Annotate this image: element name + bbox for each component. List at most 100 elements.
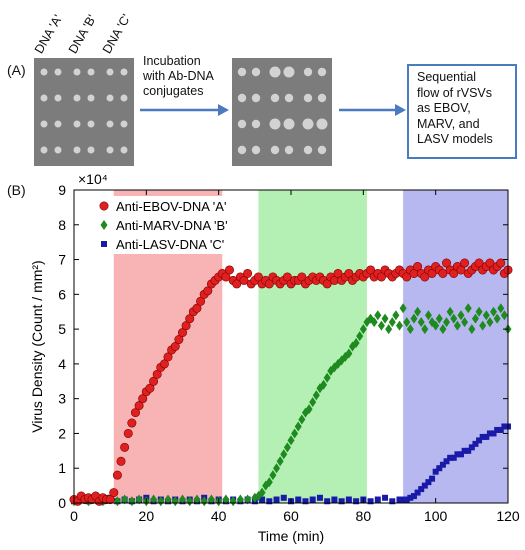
y-tick-label: 6 (58, 286, 66, 302)
spot (237, 119, 247, 129)
data-point (439, 324, 447, 335)
spot (106, 120, 114, 128)
spot (120, 68, 128, 76)
data-point (192, 303, 202, 313)
data-point (432, 320, 440, 331)
data-point (128, 496, 136, 507)
data-point (273, 463, 281, 474)
shaded-region-3 (403, 190, 508, 503)
spot (106, 94, 114, 102)
data-point (403, 317, 411, 328)
data-point (443, 458, 450, 465)
data-point (203, 286, 213, 296)
data-point (229, 496, 237, 507)
data-point (295, 496, 302, 503)
data-point (374, 496, 381, 503)
data-point (403, 496, 410, 503)
data-point (435, 313, 443, 324)
data-point (421, 482, 428, 489)
legend-marker (100, 220, 108, 230)
spot (87, 68, 95, 76)
y-tick-label: 1 (58, 460, 66, 476)
data-point (283, 442, 291, 453)
spot (54, 94, 62, 102)
x-tick-label: 0 (70, 508, 78, 524)
y-tick-label: 8 (58, 217, 66, 233)
box-line-1: Sequential (417, 70, 477, 84)
data-point (266, 498, 273, 505)
data-point (287, 435, 295, 446)
data-point (464, 303, 472, 314)
legend-marker (101, 241, 107, 247)
spot (251, 119, 261, 129)
x-tick-label: 40 (211, 508, 227, 524)
data-point (280, 494, 287, 501)
y-multiplier: ×10⁴ (78, 171, 108, 187)
box-line-2: flow of rVSVs (417, 85, 493, 100)
data-point (207, 494, 215, 505)
data-point (461, 447, 468, 454)
data-point (322, 279, 332, 289)
spot (237, 67, 247, 77)
data-point (418, 486, 425, 493)
data-point (150, 494, 158, 505)
data-point (186, 496, 194, 507)
data-point (324, 498, 331, 505)
data-point (407, 494, 414, 501)
data-point (251, 492, 259, 503)
spot (106, 68, 114, 76)
spot (120, 146, 128, 154)
data-point (396, 320, 403, 331)
data-point (385, 324, 393, 335)
data-point (105, 495, 115, 505)
data-point (221, 272, 231, 282)
step-line-1: Incubation (143, 54, 201, 68)
spot (73, 146, 81, 154)
data-point (472, 440, 479, 447)
data-point (370, 317, 378, 328)
data-point (396, 496, 403, 503)
data-point (185, 314, 195, 324)
x-tick-label: 80 (356, 508, 372, 524)
data-point (446, 306, 454, 317)
data-point (163, 352, 173, 362)
panel-a-label: (A) (7, 62, 26, 78)
data-point (414, 306, 422, 317)
spot (54, 146, 62, 154)
spot (316, 118, 328, 130)
data-point (244, 494, 252, 505)
data-point (389, 498, 396, 505)
x-tick-label: 100 (424, 508, 448, 524)
data-point (438, 268, 448, 278)
data-point (454, 451, 461, 458)
data-point (113, 496, 121, 507)
data-point (331, 496, 338, 503)
data-point (442, 258, 452, 268)
data-point (138, 394, 148, 404)
data-point (164, 494, 172, 505)
data-point (264, 279, 274, 289)
data-point (475, 306, 483, 317)
data-point (236, 494, 244, 505)
data-point (253, 272, 263, 282)
data-point (333, 268, 343, 278)
data-point (471, 313, 479, 324)
data-point (282, 272, 292, 282)
data-point (490, 306, 498, 317)
data-point (486, 430, 493, 437)
y-tick-label: 7 (58, 252, 66, 268)
panel-b-label: (B) (7, 182, 26, 198)
y-tick-label: 9 (58, 182, 66, 198)
data-point (456, 265, 466, 275)
data-point (359, 324, 367, 335)
data-point (121, 494, 129, 505)
spot (251, 93, 261, 103)
data-point (309, 397, 317, 408)
spot (73, 68, 81, 76)
data-point (367, 498, 374, 505)
data-point (152, 369, 162, 379)
data-point (174, 335, 184, 345)
data-point (457, 451, 464, 458)
spot (106, 146, 114, 154)
